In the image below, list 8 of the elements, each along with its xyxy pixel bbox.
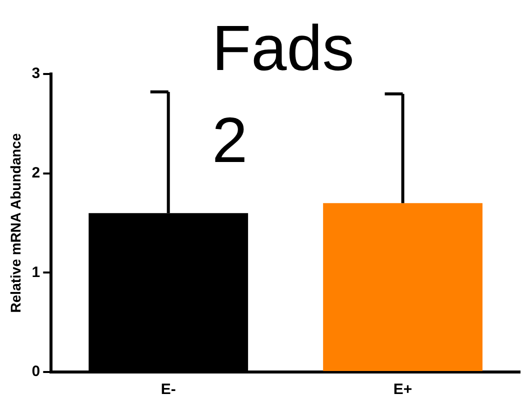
x-tick-label: E- bbox=[160, 381, 176, 398]
x-tick-label: E+ bbox=[393, 381, 412, 398]
y-tick-label: 0 bbox=[32, 363, 40, 380]
y-tick-label: 3 bbox=[32, 65, 40, 82]
y-tick-label: 2 bbox=[32, 164, 40, 182]
chart-title: Fads 2 bbox=[212, 11, 356, 178]
y-axis-title: Relative mRNA Abundance bbox=[7, 133, 24, 313]
y-tick-label: 1 bbox=[32, 264, 40, 281]
